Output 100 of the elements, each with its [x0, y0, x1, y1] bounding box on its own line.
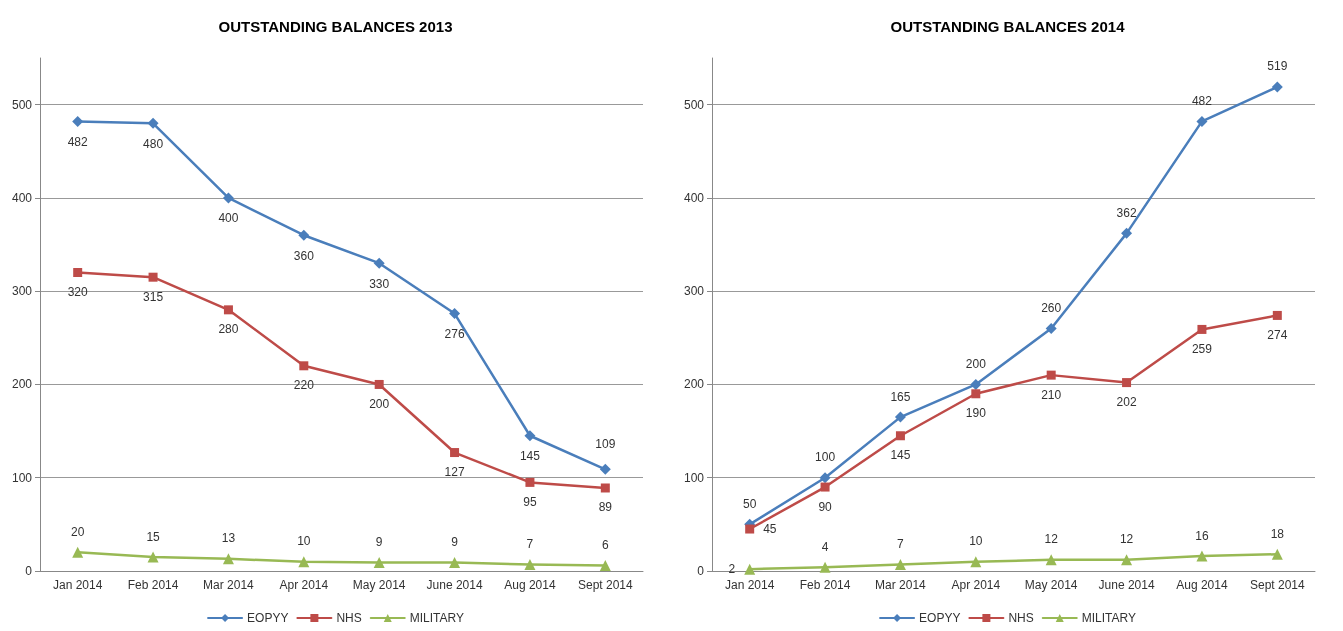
point [1046, 370, 1056, 380]
data-label: 360 [293, 248, 315, 263]
y-tick-label: 200 [683, 377, 705, 392]
point [450, 448, 460, 458]
legend-label: EOPYY [919, 611, 961, 625]
data-label: 362 [1116, 205, 1137, 220]
data-label: 18 [1270, 526, 1285, 541]
legend-label: MILITARY [1081, 611, 1136, 625]
data-label: 200 [369, 396, 390, 411]
data-label: 50 [743, 496, 757, 511]
data-label: 127 [444, 465, 465, 480]
data-label: 259 [1191, 341, 1213, 356]
y-tick-label: 0 [697, 564, 705, 578]
x-tick-label: May 2014 [1024, 578, 1078, 592]
data-label: 145 [890, 448, 911, 463]
x-tick-label: Apr 2014 [951, 578, 1001, 592]
chart-title: OUTSTANDING BALANCES 2014 [890, 18, 1126, 35]
data-label: 12 [1044, 532, 1059, 547]
y-tick-label: 500 [683, 97, 705, 112]
point [971, 389, 981, 399]
data-label: 90 [818, 499, 833, 514]
point [1271, 548, 1283, 560]
point [147, 117, 159, 129]
data-label: 274 [1267, 327, 1288, 342]
point [820, 482, 830, 492]
data-label: 315 [143, 289, 164, 304]
y-tick-label: 400 [11, 190, 33, 205]
point [745, 524, 755, 534]
data-label: 519 [1267, 59, 1288, 74]
point [600, 483, 610, 493]
point [819, 472, 831, 484]
y-tick-label: 400 [683, 190, 705, 205]
x-tick-label: Mar 2014 [875, 578, 927, 592]
data-label: 145 [519, 449, 541, 464]
point [894, 411, 906, 423]
data-label: 210 [1041, 387, 1062, 402]
point [1045, 322, 1057, 334]
y-tick-label: 300 [11, 284, 33, 299]
data-label: 276 [444, 327, 465, 342]
data-label: 12 [1119, 532, 1134, 547]
x-tick-label: Jan 2014 [724, 578, 775, 592]
point [72, 115, 84, 127]
legend-label: MILITARY [409, 611, 464, 625]
data-label: 482 [1191, 93, 1213, 108]
x-tick-label: Sept 2014 [577, 578, 633, 592]
data-label: 7 [526, 536, 534, 551]
point [223, 305, 233, 315]
data-label: 400 [218, 211, 239, 226]
point [1197, 324, 1207, 334]
data-label: 482 [67, 134, 89, 149]
point [147, 551, 159, 563]
data-label: 200 [965, 356, 987, 371]
data-label: 480 [143, 136, 164, 151]
point [299, 361, 309, 371]
legend-label: NHS [1008, 611, 1034, 625]
point [970, 378, 982, 390]
y-tick-label: 500 [11, 97, 33, 112]
point [819, 561, 831, 573]
point [1121, 227, 1133, 239]
point [524, 430, 536, 442]
point [1045, 554, 1057, 566]
point [1121, 554, 1133, 566]
legend-label: EOPYY [247, 611, 289, 625]
point [72, 546, 84, 558]
y-tick-label: 0 [25, 564, 33, 578]
point [374, 379, 384, 389]
data-label: 109 [595, 436, 616, 451]
x-tick-label: Mar 2014 [203, 578, 255, 592]
data-label: 220 [293, 378, 315, 393]
point [449, 308, 461, 320]
point [895, 431, 905, 441]
point [1196, 550, 1208, 562]
point [599, 559, 611, 571]
data-label: 10 [969, 534, 983, 549]
data-label: 165 [890, 389, 911, 404]
point [970, 556, 982, 568]
x-tick-label: Feb 2014 [799, 578, 851, 592]
data-label: 89 [598, 500, 613, 515]
x-tick-label: Aug 2014 [1176, 578, 1228, 592]
point [373, 557, 385, 569]
y-tick-label: 100 [11, 470, 33, 485]
data-label: 280 [218, 322, 239, 337]
y-tick-label: 300 [683, 284, 705, 299]
x-tick-label: Sept 2014 [1249, 578, 1305, 592]
data-label: 9 [451, 535, 459, 550]
data-label: 190 [965, 406, 987, 421]
data-label: 15 [146, 529, 161, 544]
data-label: 4 [821, 539, 829, 554]
data-label: 16 [1195, 528, 1209, 543]
point [148, 272, 158, 282]
point [449, 557, 461, 569]
y-tick-label: 200 [11, 377, 33, 392]
y-tick-label: 100 [683, 470, 705, 485]
point [373, 257, 385, 269]
data-label: 260 [1041, 300, 1062, 315]
point [73, 268, 83, 278]
point [222, 192, 234, 204]
data-label: 10 [297, 534, 311, 549]
data-label: 95 [523, 494, 537, 509]
x-tick-label: Aug 2014 [504, 578, 556, 592]
